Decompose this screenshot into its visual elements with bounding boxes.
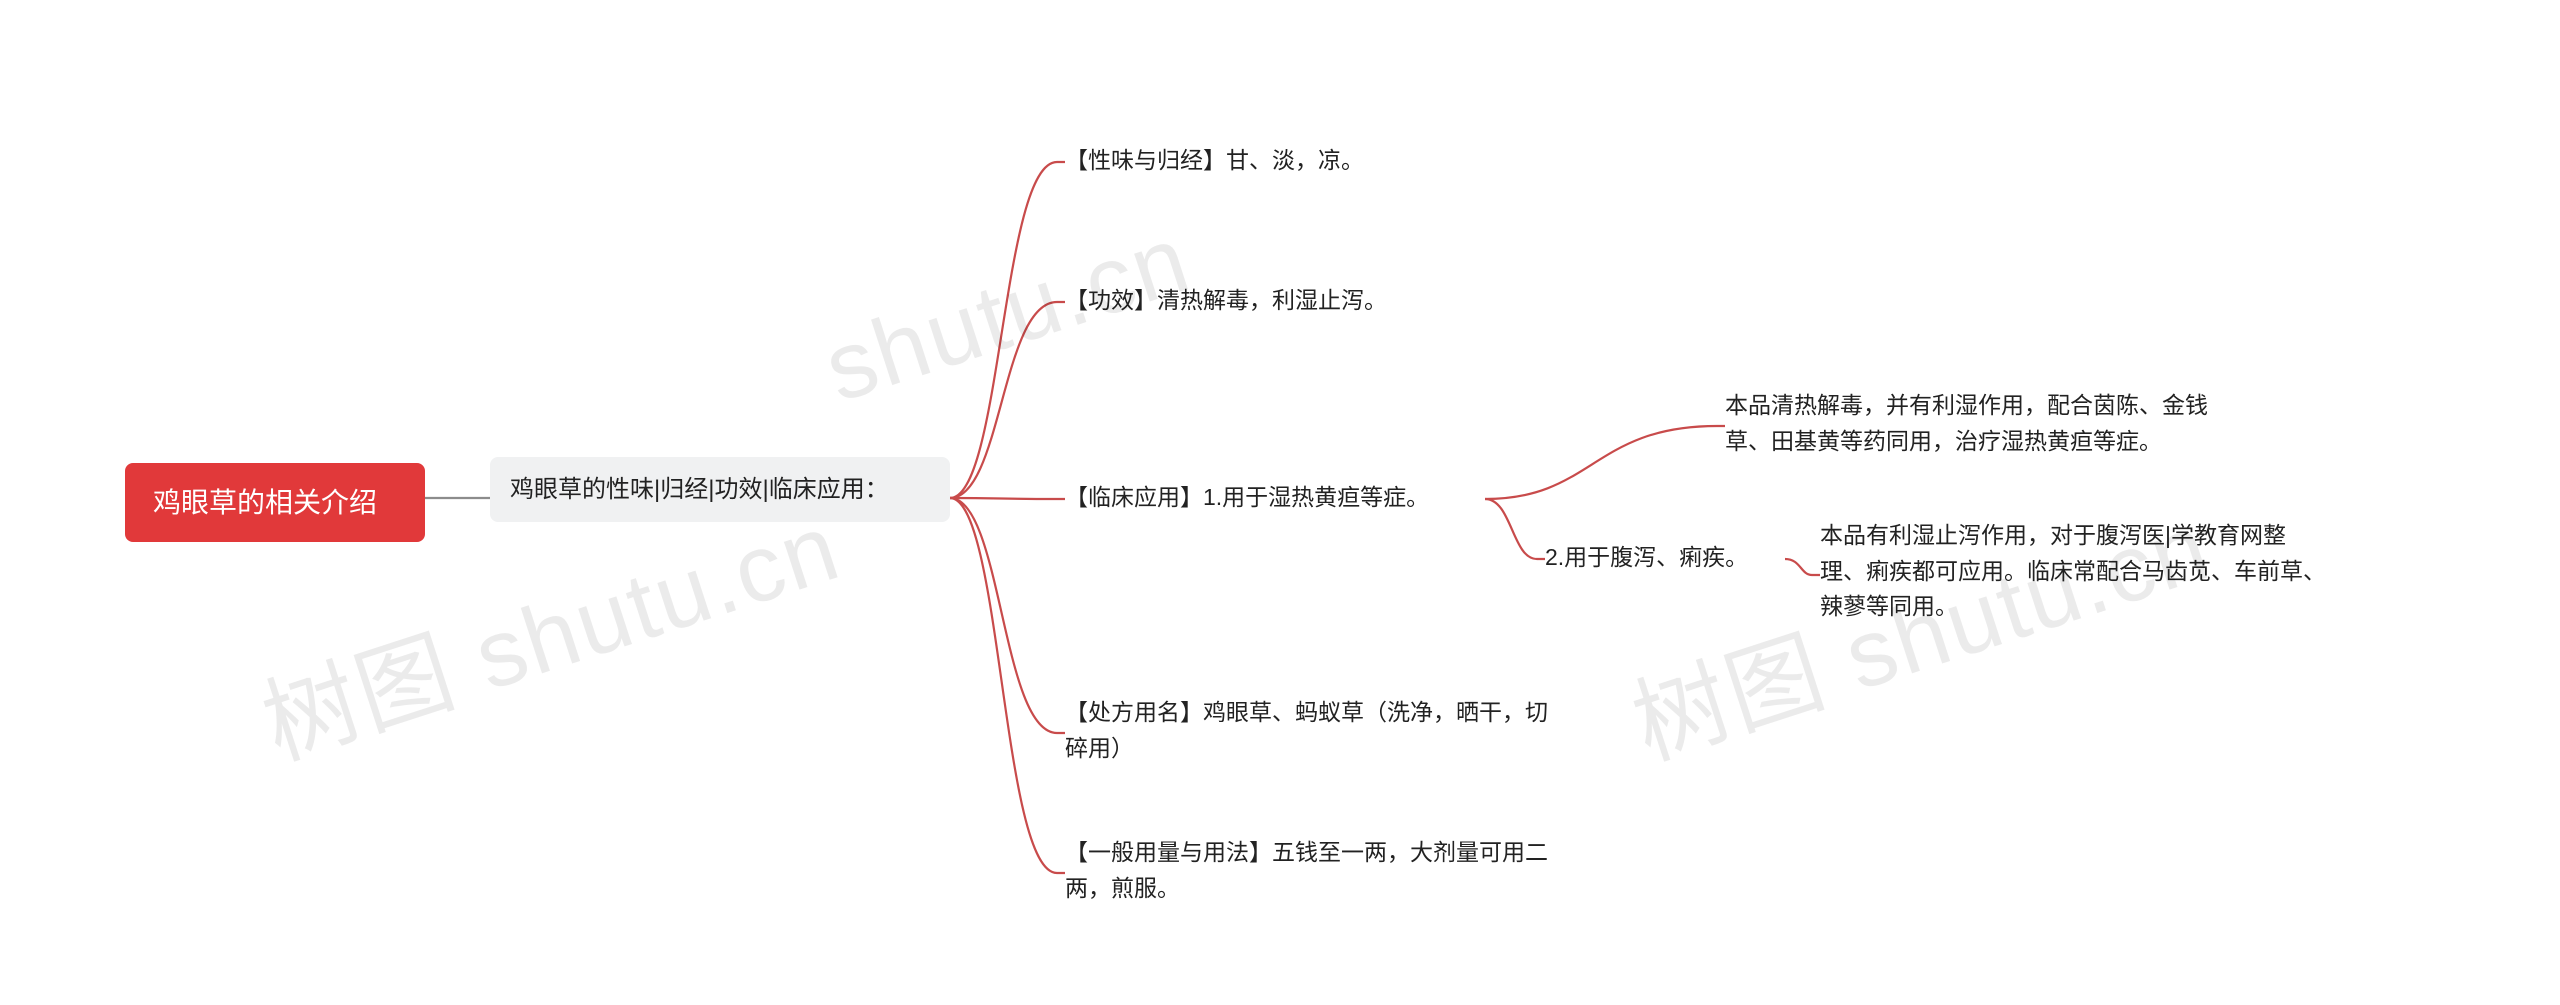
node-label: 鸡眼草的性味|归经|功效|临床应用： <box>510 476 889 503</box>
mindmap-node-n1: 鸡眼草的性味|归经|功效|临床应用： <box>490 457 950 522</box>
connector <box>950 498 1065 873</box>
mindmap-node-n4: 【临床应用】1.用于湿热黄疸等症。 <box>1065 480 1485 516</box>
node-label: 【临床应用】1.用于湿热黄疸等症。 <box>1065 484 1429 510</box>
mindmap-node-n3: 【功效】清热解毒，利湿止泻。 <box>1065 283 1485 319</box>
node-label: 【功效】清热解毒，利湿止泻。 <box>1065 287 1387 313</box>
mindmap-node-n6: 【一般用量与用法】五钱至一两，大剂量可用二两，煎服。 <box>1065 835 1555 906</box>
connector <box>950 302 1065 498</box>
connector <box>1785 559 1820 575</box>
node-label: 【处方用名】鸡眼草、蚂蚁草（洗净，晒干，切碎用） <box>1065 699 1548 761</box>
node-label: 【一般用量与用法】五钱至一两，大剂量可用二两，煎服。 <box>1065 839 1548 901</box>
connector <box>950 498 1065 733</box>
node-label: 2.用于腹泻、痢疾。 <box>1545 544 1748 570</box>
node-label: 本品清热解毒，并有利湿作用，配合茵陈、金钱草、田基黄等药同用，治疗湿热黄疸等症。 <box>1725 392 2208 454</box>
mindmap-node-n2: 【性味与归经】甘、淡，凉。 <box>1065 143 1485 179</box>
node-label: 鸡眼草的相关介绍 <box>153 487 377 518</box>
mindmap-node-n8a: 2.用于腹泻、痢疾。 <box>1545 540 1785 576</box>
mindmap-node-n8b: 本品有利湿止泻作用，对于腹泻医|学教育网整理、痢疾都可应用。临床常配合马齿苋、车… <box>1820 518 2330 625</box>
connector <box>950 498 1065 499</box>
node-label: 【性味与归经】甘、淡，凉。 <box>1065 147 1364 173</box>
connector <box>1485 499 1545 559</box>
mindmap-node-n5: 【处方用名】鸡眼草、蚂蚁草（洗净，晒干，切碎用） <box>1065 695 1555 766</box>
node-label: 本品有利湿止泻作用，对于腹泻医|学教育网整理、痢疾都可应用。临床常配合马齿苋、车… <box>1820 522 2326 619</box>
connector <box>1485 426 1725 499</box>
connector <box>950 162 1065 498</box>
mindmap-node-root: 鸡眼草的相关介绍 <box>125 463 425 542</box>
mindmap-node-n7: 本品清热解毒，并有利湿作用，配合茵陈、金钱草、田基黄等药同用，治疗湿热黄疸等症。 <box>1725 388 2235 459</box>
